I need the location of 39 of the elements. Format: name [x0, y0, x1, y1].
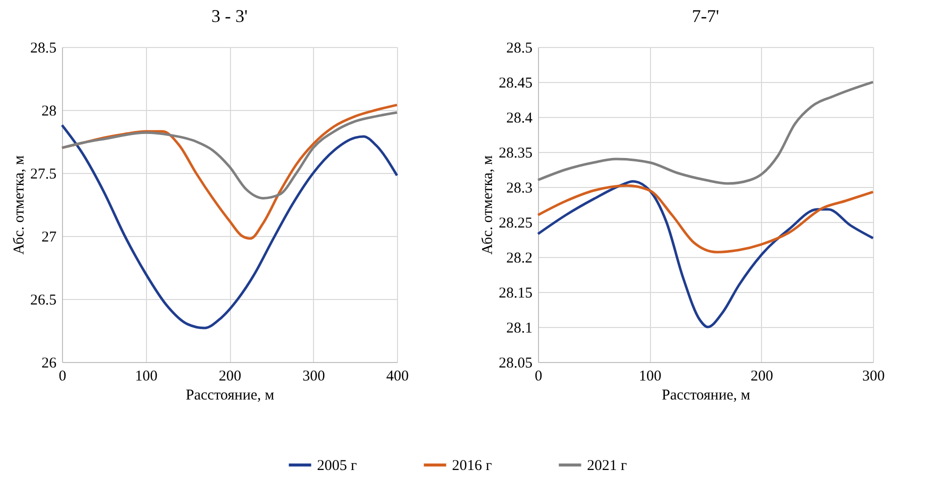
x-axis-title: Расстояние, м	[662, 388, 751, 404]
y-tick-label: 27	[42, 230, 57, 246]
x-tick-label: 0	[534, 368, 542, 384]
chart-title: 3 - 3'	[211, 6, 248, 26]
line-series	[536, 184, 874, 254]
legend-label: 2021 г	[587, 458, 627, 474]
line-series	[60, 111, 398, 200]
y-tick-label: 28.25	[498, 216, 532, 232]
x-tick-label: 300	[302, 368, 325, 384]
y-tick-label: 28.2	[506, 250, 532, 266]
y-tick-label: 28.05	[498, 356, 532, 372]
y-tick-label: 28.45	[498, 76, 532, 92]
y-tick-label: 28.4	[506, 110, 533, 126]
x-tick-label: 100	[135, 368, 158, 384]
x-tick-label: 200	[218, 368, 242, 384]
y-tick-label: 26	[42, 356, 57, 372]
x-tick-label: 0	[58, 368, 66, 384]
y-tick-label: 28.35	[498, 146, 532, 162]
y-tick-label: 26.5	[30, 292, 56, 308]
chart-title: 7-7'	[692, 6, 720, 26]
x-axis-title: Расстояние, м	[186, 388, 275, 404]
line-series	[536, 180, 874, 328]
x-tick-label: 200	[750, 368, 774, 384]
line-series	[536, 80, 874, 185]
legend-label: 2016 г	[452, 458, 492, 474]
line-series	[60, 124, 398, 330]
y-tick-label: 28.3	[506, 180, 532, 196]
y-tick-label: 28.15	[498, 286, 532, 302]
x-tick-label: 300	[862, 368, 885, 384]
y-axis-title: Абс. отметка, м	[480, 154, 496, 255]
legend-label: 2005 г	[317, 458, 357, 474]
y-tick-label: 28.5	[30, 40, 56, 56]
y-tick-label: 28.1	[506, 320, 532, 336]
y-tick-label: 27.5	[30, 166, 56, 182]
x-tick-label: 400	[386, 368, 409, 384]
y-tick-label: 28	[42, 104, 56, 120]
y-axis-title: Абс. отметка, м	[11, 154, 28, 255]
x-tick-label: 100	[638, 368, 662, 384]
y-tick-label: 28.5	[506, 40, 532, 56]
